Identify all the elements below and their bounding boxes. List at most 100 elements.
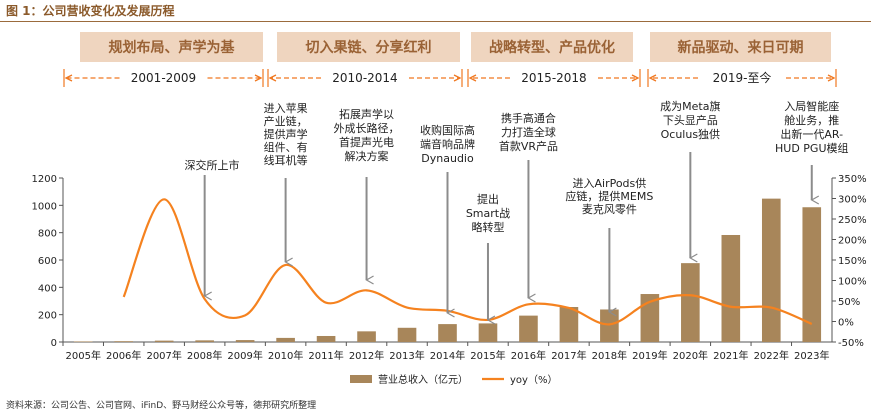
y-right-tick-label: -50% — [838, 338, 864, 349]
revenue-bar — [195, 340, 214, 342]
annotation-text: 提供声学 — [264, 127, 308, 141]
stage-banner-label: 规划布局、声学为基 — [109, 39, 236, 56]
annotation-text: 提出 — [477, 192, 499, 206]
annotation-text: 力打造全球 — [501, 125, 556, 139]
revenue-bar — [276, 337, 295, 342]
annotation-text: HUD PGU模组 — [775, 141, 849, 155]
annotation-text: Smart战 — [466, 207, 510, 220]
revenue-bar — [640, 294, 660, 342]
legend-label-bar: 营业总收入（亿元） — [378, 373, 468, 386]
x-tick-label: 2019年 — [632, 349, 667, 362]
x-tick-label: 2012年 — [349, 349, 384, 362]
annotation-text: 进入AirPods供 — [572, 176, 646, 190]
y-left-tick-label: 600 — [38, 256, 57, 267]
y-right-tick-label: 300% — [838, 195, 867, 206]
legend-label-line: yoy（%） — [510, 374, 557, 386]
annotation-text: 舱业务，推 — [784, 113, 839, 127]
x-tick-label: 2006年 — [106, 349, 141, 362]
revenue-bar — [235, 340, 255, 342]
y-left-tick-label: 400 — [38, 283, 57, 294]
revenue-bar — [438, 324, 457, 342]
x-tick-label: 2021年 — [713, 349, 748, 362]
stage-banner-label: 战略转型、产品优化 — [489, 39, 615, 56]
source-note: 资料来源：公司公告、公司官网、iFinD、野马财经公众号等，德邦研究所整理 — [6, 401, 317, 411]
y-right-tick-label: 0% — [838, 318, 854, 329]
annotation-text: Dynaudio — [421, 152, 474, 165]
revenue-bar — [559, 307, 579, 342]
stage-banner-label: 切入果链、分享红利 — [306, 39, 432, 56]
x-tick-label: 2011年 — [308, 349, 343, 362]
stage-banner-label: 新品驱动、来日可期 — [678, 39, 804, 56]
annotation-text: 进入苹果 — [264, 101, 308, 115]
annotation-text: 出新一代AR- — [780, 127, 843, 141]
legend-swatch-bar — [350, 375, 372, 383]
stage-banner — [650, 32, 831, 62]
revenue-bar — [114, 341, 134, 342]
period-label: 2015-2018 — [521, 71, 586, 85]
annotation-text: 组件、有 — [264, 140, 308, 154]
period-label: 2001-2009 — [131, 71, 196, 85]
annotation-text: 应链，提供MEMS — [565, 189, 653, 203]
y-left-tick-label: 1200 — [32, 174, 57, 185]
annotation-text: 深交所上市 — [185, 158, 240, 172]
stage-banner — [277, 32, 460, 62]
y-right-tick-label: 350% — [838, 174, 867, 185]
revenue-bar — [519, 315, 538, 342]
revenue-bar — [357, 331, 376, 342]
title-divider — [0, 21, 871, 22]
revenue-bar — [73, 341, 93, 343]
revenue-bar — [600, 309, 619, 342]
revenue-bar — [721, 234, 741, 342]
revenue-bar — [478, 323, 498, 342]
annotation-text: 外成长路径， — [334, 122, 400, 135]
annotation-text: 略转型 — [471, 220, 504, 234]
y-right-tick-label: 100% — [838, 277, 867, 288]
annotation-text: 首款VR产品 — [499, 139, 558, 153]
y-left-tick-label: 1000 — [32, 201, 57, 212]
annotation-text: 麦克风零件 — [582, 203, 637, 216]
stage-banner — [80, 32, 263, 62]
y-right-tick-label: 150% — [838, 256, 867, 267]
revenue-bar — [397, 327, 417, 342]
revenue-chart: 规划布局、声学为基 2001-2009 切入果链、分享红利 2010-2014 战略转型… — [32, 32, 867, 386]
annotation-text: 成为Meta旗 — [660, 99, 720, 113]
annotation-text: 产业链， — [264, 114, 308, 128]
annotation-text: 携手高通合 — [501, 111, 556, 125]
revenue-bar — [316, 335, 336, 342]
annotation-text: 收购国际高 — [420, 123, 475, 137]
x-tick-label: 2020年 — [673, 349, 708, 362]
y-left-tick-label: 200 — [38, 311, 57, 322]
annotation-text: 端音响品牌 — [420, 137, 475, 151]
y-right-tick-label: 200% — [838, 236, 867, 247]
x-tick-label: 2008年 — [187, 349, 222, 362]
figure-title: 图 1：公司营收变化及发展历程 — [6, 4, 175, 18]
period-label: 2019-至今 — [713, 70, 772, 85]
y-left-tick-label: 800 — [38, 229, 57, 240]
x-tick-label: 2013年 — [389, 349, 424, 362]
annotation-text: 解决方案 — [345, 149, 389, 163]
annotation-text: Oculus独供 — [661, 127, 720, 141]
x-tick-label: 2015年 — [470, 349, 505, 362]
annotation-text: 首提声光电 — [339, 135, 394, 149]
x-tick-label: 2016年 — [511, 349, 546, 362]
y-right-tick-label: 250% — [838, 215, 867, 226]
annotation-text: 下头显产品 — [663, 113, 718, 127]
y-right-tick-label: 50% — [838, 297, 860, 308]
revenue-bar — [681, 263, 700, 342]
revenue-bar — [802, 207, 822, 342]
annotation-text: 线耳机等 — [264, 153, 308, 167]
x-tick-label: 2005年 — [66, 349, 101, 362]
y-left-tick-label: 0 — [51, 338, 57, 349]
x-tick-label: 2017年 — [551, 349, 586, 362]
x-tick-label: 2014年 — [430, 349, 465, 362]
stage-banner — [471, 32, 633, 62]
revenue-bar — [761, 198, 781, 342]
x-tick-label: 2007年 — [146, 349, 181, 362]
x-tick-label: 2022年 — [754, 349, 789, 362]
x-tick-label: 2009年 — [227, 349, 262, 362]
x-tick-label: 2010年 — [268, 349, 303, 362]
revenue-bar — [154, 340, 174, 342]
annotation-text: 拓展声学以 — [339, 107, 394, 121]
x-tick-label: 2018年 — [592, 349, 627, 362]
x-tick-label: 2023年 — [794, 349, 829, 362]
